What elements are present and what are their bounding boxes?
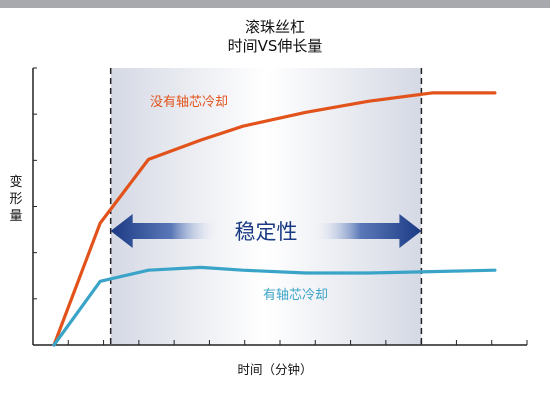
series-label-no-cooling: 没有轴芯冷却: [150, 95, 228, 110]
chart-title-line-1: 滚珠丝杠: [245, 18, 305, 36]
y-axis-label-char: 变: [9, 174, 22, 190]
series-label-cooling: 有轴芯冷却: [263, 288, 328, 303]
chart-title-line-2: 时间VS伸长量: [228, 37, 323, 55]
stable-band-label: 稳定性: [235, 220, 298, 244]
stable-arrow-right: [311, 214, 422, 248]
series-line-no-cooling: [52, 91, 497, 347]
top-gray-bar: [0, 0, 550, 8]
series-line-cooling: [52, 265, 497, 347]
x-axis-label: 时间（分钟）: [237, 362, 312, 377]
y-axis-label-char: 量: [9, 209, 22, 224]
stable-band: [110, 68, 422, 345]
stable-arrow-left: [110, 214, 222, 248]
y-axis-label-char: 形: [9, 192, 22, 207]
